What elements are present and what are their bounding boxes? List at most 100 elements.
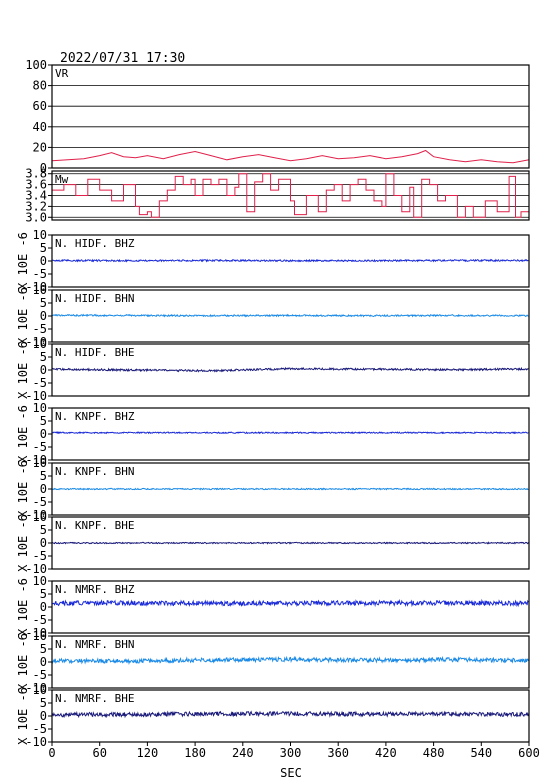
- y-tick-label: -5: [33, 613, 47, 627]
- y-tick-label: -5: [33, 495, 47, 509]
- y-tick-label: -10: [25, 508, 47, 522]
- panel-label: N. NMRF. BHZ: [55, 583, 135, 596]
- y-tick-label: 10: [33, 456, 47, 470]
- y-tick-label: 0: [40, 363, 47, 377]
- panel-label: N. KNPF. BHN: [55, 465, 134, 478]
- y-tick-label: 10: [33, 574, 47, 588]
- series-line: [51, 149, 530, 164]
- y-axis-unit-label: X 10E -6: [16, 287, 30, 345]
- x-tick-label: 480: [423, 746, 445, 760]
- series-line: [51, 655, 529, 665]
- y-tick-label: 10: [33, 228, 47, 242]
- y-tick-label: 5: [40, 350, 47, 364]
- x-axis: 0 60 120 180 240 300 360 420 480 540 600: [48, 742, 540, 760]
- y-tick-label: 10: [33, 283, 47, 297]
- x-tick-label: 0: [48, 746, 55, 760]
- panel-label: Mw: [55, 173, 69, 186]
- panel-1: 0 20 40 60 80 100 VR: [25, 58, 530, 175]
- panel-label: N. NMRF. BHE: [55, 692, 134, 705]
- y-tick-label: 5: [40, 296, 47, 310]
- y-tick-label: -10: [25, 626, 47, 640]
- x-axis-label: SEC: [280, 766, 302, 780]
- x-tick-label: 360: [327, 746, 349, 760]
- x-tick-label: 120: [137, 746, 159, 760]
- series-line: [51, 541, 529, 545]
- y-axis-unit-label: X 10E -6: [16, 405, 30, 463]
- y-tick-label: 3.6: [25, 178, 47, 192]
- x-tick-label: 600: [518, 746, 540, 760]
- y-axis-unit-label: X 10E -6: [16, 232, 30, 290]
- y-tick-label: 5: [40, 523, 47, 537]
- series-line: [51, 598, 529, 608]
- y-tick-label: 3.8: [25, 167, 47, 181]
- y-tick-label: 0: [40, 161, 47, 175]
- y-tick-label: 5: [40, 587, 47, 601]
- y-tick-label: -10: [25, 280, 47, 294]
- y-tick-label: 10: [33, 337, 47, 351]
- series-line: [51, 258, 529, 263]
- y-tick-label: 5: [40, 642, 47, 656]
- y-tick-label: -5: [33, 322, 47, 336]
- series-line: [51, 366, 529, 373]
- panel-2: 3.03.23.43.63.8 Mw: [25, 167, 530, 224]
- y-tick-label: 10: [33, 629, 47, 643]
- y-tick-label: -10: [25, 335, 47, 349]
- y-tick-label: -5: [33, 376, 47, 390]
- y-tick-label: 5: [40, 469, 47, 483]
- y-tick-label: 3.4: [25, 189, 47, 203]
- series-line: [51, 487, 529, 491]
- y-tick-label: -5: [33, 440, 47, 454]
- panel-label: VR: [55, 67, 69, 80]
- y-tick-label: -10: [25, 681, 47, 695]
- panel-label: N. KNPF. BHE: [55, 519, 134, 532]
- y-tick-label: -5: [33, 668, 47, 682]
- y-tick-label: 100: [25, 58, 47, 72]
- y-tick-label: 3.0: [25, 210, 47, 224]
- y-axis-unit-label: X 10E -6: [16, 578, 30, 636]
- y-tick-label: 0: [40, 655, 47, 669]
- y-axis-unit-label: X 10E -6: [16, 514, 30, 572]
- x-tick-label: 300: [280, 746, 302, 760]
- y-axis-unit-label: X 10E -6: [16, 341, 30, 399]
- y-tick-label: 10: [33, 683, 47, 697]
- series-line: [51, 313, 529, 318]
- y-axis-unit-label: X 10E -6: [16, 687, 30, 745]
- y-axis-unit-label: X 10E -6: [16, 460, 30, 518]
- series-line: [51, 431, 529, 435]
- y-tick-label: 5: [40, 241, 47, 255]
- y-tick-label: -10: [25, 389, 47, 403]
- panel-label: N. HIDF. BHN: [55, 292, 134, 305]
- y-tick-label: 80: [33, 79, 47, 93]
- y-tick-label: 0: [40, 309, 47, 323]
- y-tick-label: -10: [25, 453, 47, 467]
- panel-label: N. HIDF. BHE: [55, 346, 134, 359]
- y-tick-label: 60: [33, 99, 47, 113]
- y-tick-label: -5: [33, 549, 47, 563]
- y-tick-label: 3.2: [25, 199, 47, 213]
- series-line: [52, 173, 529, 218]
- panel-label: N. HIDF. BHZ: [55, 237, 135, 250]
- y-tick-label: 0: [40, 709, 47, 723]
- x-tick-label: 60: [92, 746, 106, 760]
- y-tick-label: 5: [40, 414, 47, 428]
- y-tick-label: -10: [25, 735, 47, 749]
- x-tick-label: 420: [375, 746, 397, 760]
- y-tick-label: 0: [40, 536, 47, 550]
- x-tick-label: 540: [470, 746, 492, 760]
- y-axis-unit-label: X 10E -6: [16, 633, 30, 691]
- panel-label: N. NMRF. BHN: [55, 638, 134, 651]
- y-tick-label: 10: [33, 401, 47, 415]
- y-tick-label: 40: [33, 120, 47, 134]
- y-tick-label: -5: [33, 722, 47, 736]
- y-tick-label: 0: [40, 427, 47, 441]
